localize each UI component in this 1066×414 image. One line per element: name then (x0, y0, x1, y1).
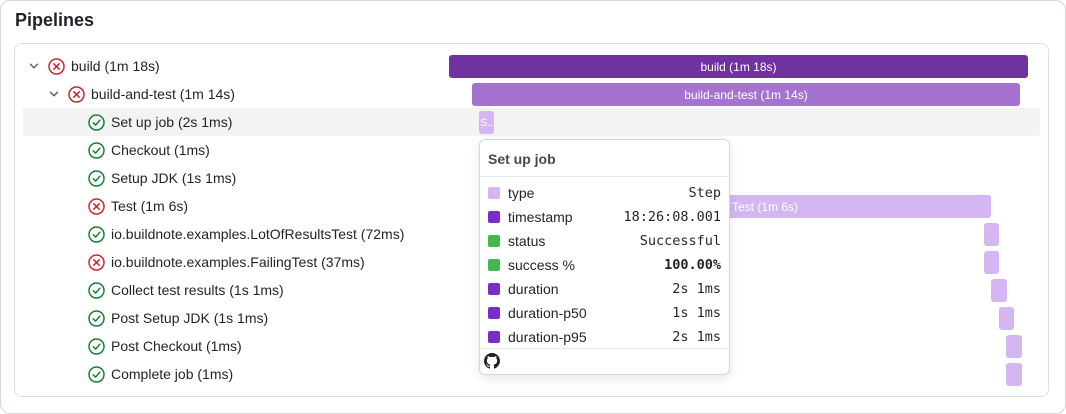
tree-row-label: Post Checkout (1ms) (111, 338, 242, 354)
timeline-bar-build[interactable]: build (1m 18s) (449, 55, 1028, 78)
tree-row-post-checkout[interactable]: Post Checkout (1ms) (88, 336, 242, 356)
tree-row-label: Test (1m 6s) (111, 198, 189, 214)
tree-row-io-buildnote-examples-lotofresultstest[interactable]: io.buildnote.examples.LotOfResultsTest (… (88, 224, 404, 244)
tree-row-set-up-job[interactable]: Set up job (2s 1ms) (88, 112, 232, 132)
check-circle-icon (88, 365, 105, 383)
timeline-bar-complete-job[interactable] (1006, 363, 1022, 386)
page-title: Pipelines (15, 10, 95, 30)
tooltip-row-duration-p50: duration-p50 1s 1ms (480, 301, 729, 325)
timeline-bar-label: Test (1m 6s) (732, 199, 799, 214)
timeline-bar-collect-test-results[interactable] (991, 279, 1007, 302)
tooltip-footer (480, 348, 729, 374)
check-circle-icon (88, 225, 105, 243)
tree-row-post-setup-jdk[interactable]: Post Setup JDK (1s 1ms) (88, 308, 268, 328)
check-circle-icon (88, 309, 105, 327)
timeline-bar-io-buildnote-examples-failingtest[interactable] (984, 251, 999, 274)
legend-swatch (488, 211, 500, 223)
tree-row-label: build-and-test (1m 14s) (91, 86, 235, 102)
legend-swatch (488, 331, 500, 343)
chevron-down-icon[interactable] (28, 60, 40, 72)
tooltip-row-status: status Successful (480, 229, 729, 253)
tooltip-value: 2s 1ms (672, 329, 721, 345)
legend-swatch (488, 187, 500, 199)
tooltip-key: duration-p95 (508, 329, 587, 345)
x-circle-icon (88, 253, 105, 271)
timeline-bar-io-buildnote-examples-lotofresultstest[interactable] (984, 223, 999, 246)
timeline-bar-label: build (1m 18s) (700, 59, 777, 74)
tooltip-key: duration (508, 281, 559, 297)
tree-row-checkout[interactable]: Checkout (1ms) (88, 140, 210, 160)
tooltip-key: type (508, 185, 535, 201)
tooltip-title: Set up job (480, 140, 729, 177)
tree-row-label: Setup JDK (1s 1ms) (111, 170, 237, 186)
timeline-bar-post-checkout[interactable] (1006, 335, 1022, 358)
legend-swatch (488, 283, 500, 295)
tree-row-setup-jdk[interactable]: Setup JDK (1s 1ms) (88, 168, 236, 188)
check-circle-icon (88, 141, 105, 159)
tooltip-value: 1s 1ms (672, 305, 721, 321)
tree-row-collect-test-results[interactable]: Collect test results (1s 1ms) (88, 280, 284, 300)
tooltip-key: status (508, 233, 546, 249)
tooltip-rows: type Step timestamp 18:26:08.001 status Succe… (480, 177, 729, 349)
timeline-bar-label: S... (480, 116, 494, 129)
tooltip-value: Successful (639, 233, 721, 249)
timeline-bar-label: build-and-test (1m 14s) (684, 87, 808, 102)
tooltip-value: 18:26:08.001 (623, 209, 721, 225)
tree-row-io-buildnote-examples-failingtest[interactable]: io.buildnote.examples.FailingTest (37ms) (88, 252, 365, 272)
timeline-bar-post-setup-jdk[interactable] (999, 307, 1014, 330)
tree-row-label: Post Setup JDK (1s 1ms) (111, 310, 269, 326)
github-icon[interactable] (484, 353, 500, 369)
legend-swatch (488, 235, 500, 247)
check-circle-icon (88, 113, 105, 131)
tooltip-key: duration-p50 (508, 305, 587, 321)
tooltip-row-duration: duration 2s 1ms (480, 277, 729, 301)
tree-row-label: Checkout (1ms) (111, 142, 210, 158)
tree-row-build[interactable]: build (1m 18s) (28, 56, 160, 76)
timeline-bar-build-and-test[interactable]: build-and-test (1m 14s) (472, 83, 1020, 106)
tooltip-value: 100.00% (664, 257, 721, 273)
tree-row-test[interactable]: Test (1m 6s) (88, 196, 188, 216)
tooltip-value: Step (688, 185, 721, 201)
x-circle-icon (48, 57, 65, 75)
tree-row-label: build (1m 18s) (71, 58, 160, 74)
x-circle-icon (68, 85, 85, 103)
step-tooltip: Set up job type Step timestamp 18:26:08.001… (479, 139, 730, 375)
check-circle-icon (88, 281, 105, 299)
timeline-bar-test[interactable]: Test (1m 6s) (690, 195, 991, 218)
tooltip-row-success: success % 100.00% (480, 253, 729, 277)
check-circle-icon (88, 169, 105, 187)
tooltip-row-duration-p95: duration-p95 2s 1ms (480, 325, 729, 349)
timeline-bar-set-up-job[interactable]: S... (479, 111, 494, 134)
legend-swatch (488, 259, 500, 271)
tree-row-label: io.buildnote.examples.FailingTest (37ms) (111, 254, 365, 270)
tree-row-label: Collect test results (1s 1ms) (111, 282, 284, 298)
tree-row-label: Set up job (2s 1ms) (111, 114, 233, 130)
tooltip-key: success % (508, 257, 575, 273)
tooltip-row-type: type Step (480, 181, 729, 205)
tree-row-label: io.buildnote.examples.LotOfResultsTest (… (111, 226, 405, 242)
tooltip-value: 2s 1ms (672, 281, 721, 297)
tree-row-complete-job[interactable]: Complete job (1ms) (88, 364, 233, 384)
x-circle-icon (88, 197, 105, 215)
tree-row-build-and-test[interactable]: build-and-test (1m 14s) (48, 84, 235, 104)
tree-row-label: Complete job (1ms) (111, 366, 234, 382)
legend-swatch (488, 307, 500, 319)
row-highlight (23, 108, 1040, 136)
tooltip-key: timestamp (508, 209, 573, 225)
check-circle-icon (88, 337, 105, 355)
chevron-down-icon[interactable] (48, 88, 60, 100)
tooltip-row-timestamp: timestamp 18:26:08.001 (480, 205, 729, 229)
